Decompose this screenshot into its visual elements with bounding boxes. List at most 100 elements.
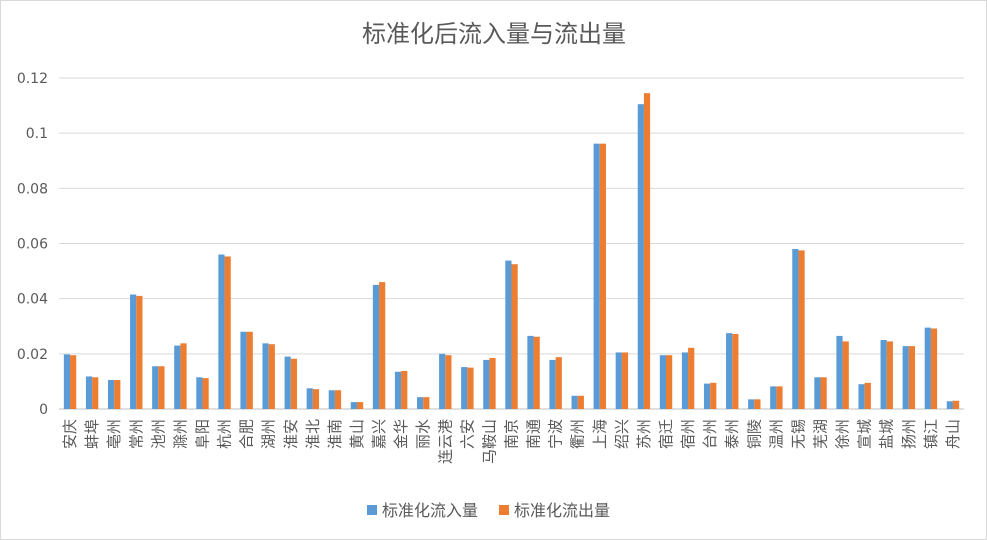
bar-outflow	[268, 344, 275, 409]
bar-outflow	[599, 143, 606, 409]
bar-inflow	[880, 340, 887, 409]
bar-outflow	[820, 377, 827, 409]
bar-inflow	[152, 366, 159, 409]
bar-outflow	[114, 380, 121, 409]
bar-inflow	[726, 333, 733, 409]
bar-outflow	[423, 397, 430, 409]
bar-inflow	[417, 397, 424, 409]
bar-outflow	[930, 328, 938, 409]
x-category-label: 上海	[591, 419, 609, 449]
bar-inflow	[284, 356, 291, 409]
bar-outflow	[511, 264, 518, 409]
bar-inflow	[483, 359, 490, 409]
bar-inflow	[637, 104, 644, 409]
bar-inflow	[218, 254, 225, 409]
bar-outflow	[577, 395, 584, 409]
x-category-label: 徐州	[834, 419, 852, 449]
x-category-label: 无锡	[789, 419, 807, 449]
x-category-label: 宿迁	[657, 419, 675, 449]
bar-outflow	[379, 282, 386, 409]
y-axis-ticks: 0 0.02 0.04 0.06 0.08 0.1 0.12	[17, 71, 48, 418]
x-axis-categories: 安庆 蚌埠 亳州 常州 池州 滁州 阜阳 杭州 合肥 湖州 淮安 淮北 淮南 黄山 嘉兴 金华 丽水 连云港 六安马…	[61, 419, 962, 464]
bar-inflow	[130, 294, 137, 409]
bar-inflow	[858, 384, 865, 409]
x-category-label: 安庆	[61, 419, 79, 449]
bar-outflow	[886, 341, 893, 409]
bar-inflow	[63, 354, 71, 409]
bar-outflow	[732, 333, 739, 409]
x-category-label: 杭州	[216, 419, 234, 449]
bar-outflow	[158, 366, 165, 409]
x-category-label: 宁波	[547, 419, 565, 449]
x-category-label: 盐城	[878, 419, 896, 449]
bar-outflow	[290, 358, 297, 409]
y-tick-label: 0.02	[17, 347, 48, 363]
bar-outflow	[246, 331, 253, 409]
bar-outflow	[710, 382, 717, 409]
bar-inflow	[659, 355, 667, 409]
bar-inflow	[814, 377, 821, 409]
bar-outflow	[202, 378, 209, 409]
bar-outflow	[864, 382, 871, 409]
bar-outflow	[908, 346, 916, 409]
x-category-label: 泰州	[723, 419, 741, 449]
bar-outflow	[666, 355, 673, 409]
bar-inflow	[924, 327, 931, 409]
bar-inflow	[262, 343, 269, 409]
y-tick-label: 0.1	[26, 126, 48, 142]
legend-label-outflow: 标准化流出量	[514, 501, 610, 520]
x-category-label: 铜陵	[745, 419, 763, 449]
bar-inflow	[306, 388, 313, 409]
x-category-label: 湖州	[260, 419, 278, 449]
bar-outflow	[445, 355, 452, 409]
bar-outflow	[224, 256, 231, 409]
x-category-label: 绍兴	[613, 419, 631, 449]
bar-outflow	[92, 377, 99, 409]
x-category-label: 台州	[701, 419, 719, 449]
x-category-label: 南通	[525, 419, 543, 449]
x-category-label: 扬州	[900, 419, 918, 449]
y-tick-label: 0.06	[17, 237, 48, 253]
bar-inflow	[615, 352, 622, 409]
legend: 标准化流入量 标准化流出量	[367, 501, 610, 520]
x-category-label: 亳州	[105, 419, 123, 449]
bar-inflow	[549, 359, 556, 409]
bar-outflow	[180, 343, 187, 409]
x-category-label: 舟山	[944, 419, 962, 449]
x-category-label: 常州	[127, 419, 145, 449]
bar-inflow	[372, 284, 380, 410]
bar-outflow	[312, 389, 320, 409]
x-category-label: 池州	[149, 419, 167, 449]
x-category-label: 镇江	[922, 419, 940, 449]
bar-outflow	[776, 386, 783, 409]
x-category-label: 金华	[392, 419, 410, 449]
bar-outflow	[621, 352, 629, 409]
bar-inflow	[505, 260, 512, 409]
bar-outflow	[688, 347, 695, 409]
x-category-label: 淮安	[282, 419, 300, 449]
x-category-label: 温州	[767, 419, 785, 449]
x-category-label: 蚌埠	[83, 419, 101, 449]
x-category-label: 南京	[503, 419, 521, 449]
bar-inflow	[902, 346, 909, 409]
y-tick-label: 0.08	[17, 181, 48, 197]
x-category-label: 丽水	[414, 419, 432, 449]
x-category-label: 淮南	[326, 419, 344, 449]
bar-inflow	[394, 371, 402, 409]
bar-inflow	[946, 401, 953, 409]
x-category-label: 宣城	[856, 419, 874, 449]
bar-outflow	[467, 367, 474, 410]
x-category-label: 芜湖	[812, 419, 830, 449]
x-category-label: 马鞍山	[480, 419, 498, 464]
bar-inflow	[836, 335, 843, 409]
bar-inflow	[703, 383, 711, 409]
y-tick-label: 0.12	[17, 71, 48, 87]
bar-inflow	[527, 335, 534, 409]
bar-outflow	[754, 399, 761, 409]
bar-inflow	[439, 353, 446, 409]
chart-title: 标准化后流入量与流出量	[362, 20, 626, 48]
x-category-label: 嘉兴	[370, 419, 388, 449]
x-category-label: 宿州	[679, 419, 697, 449]
bar-outflow	[952, 400, 960, 409]
